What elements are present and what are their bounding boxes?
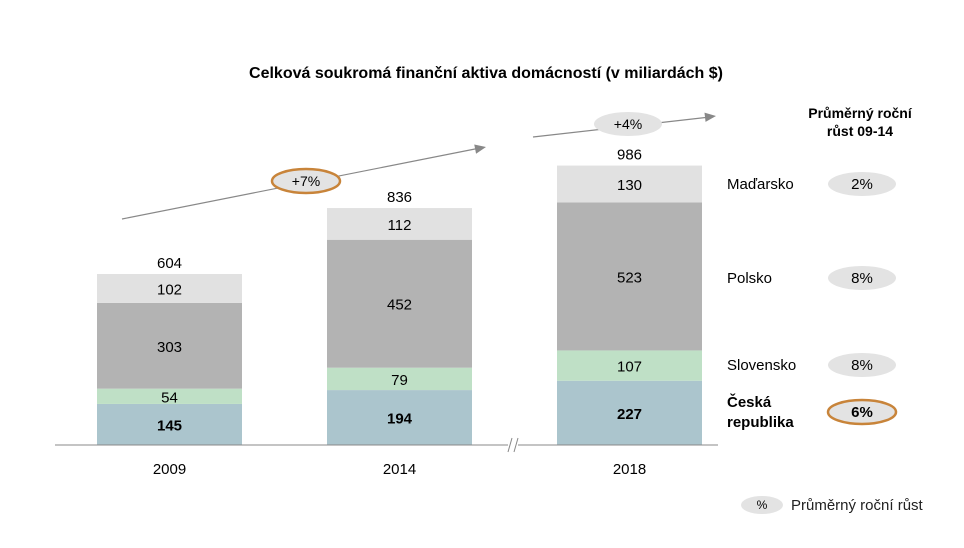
growth-label: +4% <box>614 116 642 132</box>
growth-rate-badge <box>828 353 896 377</box>
growth-rate-badge <box>828 172 896 196</box>
bar-segment <box>557 165 702 203</box>
growth-rate-value: 2% <box>851 176 873 193</box>
segment-label: 227 <box>617 406 642 423</box>
growth-rate-value: 6% <box>851 404 873 421</box>
total-label: 836 <box>387 189 412 206</box>
x-tick-label: 2018 <box>613 461 646 478</box>
bar-segment <box>327 239 472 368</box>
segment-label: 523 <box>617 269 642 286</box>
arrow-head-icon <box>474 144 486 154</box>
bar-segment <box>327 367 472 391</box>
growth-column-header-line2: růst 09-14 <box>827 123 893 139</box>
legend-symbol-text: % <box>757 498 768 512</box>
axis-break-icon <box>507 437 519 453</box>
legend-symbol <box>741 496 783 514</box>
arrow-head-icon <box>704 112 716 122</box>
bar-segment <box>557 380 702 445</box>
series-label: Polsko <box>727 270 772 287</box>
bar-segment <box>557 202 702 351</box>
bar-segment <box>557 350 702 381</box>
segment-label: 194 <box>387 411 413 428</box>
series-label-line2: republika <box>727 414 794 431</box>
segment-label: 303 <box>157 339 182 356</box>
series-label: Maďarsko <box>727 176 794 193</box>
legend: % Průměrný roční růst <box>741 496 924 514</box>
segment-label: 452 <box>387 297 412 314</box>
growth-rate-value: 8% <box>851 270 873 287</box>
legend-label: Průměrný roční růst <box>791 497 924 514</box>
growth-rate-value: 8% <box>851 357 873 374</box>
growth-column-header: Průměrný roční <box>808 105 913 121</box>
bar-segment <box>97 403 242 445</box>
bar-segment <box>97 388 242 404</box>
segment-label: 145 <box>157 417 182 434</box>
segment-label: 79 <box>391 372 408 389</box>
segment-label: 130 <box>617 177 642 194</box>
bar-segment <box>97 302 242 389</box>
x-tick-label: 2009 <box>153 461 186 478</box>
growth-badge <box>270 167 342 195</box>
series-label: Česká <box>727 393 772 411</box>
series-label: Slovensko <box>727 357 796 374</box>
bar-segment <box>327 390 472 445</box>
growth-label: +7% <box>292 173 320 189</box>
growth-badge <box>594 112 662 136</box>
chart-title: Celková soukromá finanční aktiva domácno… <box>249 65 723 82</box>
segment-label: 102 <box>157 281 182 298</box>
total-label: 986 <box>617 147 642 164</box>
growth-rate-badge <box>826 398 898 426</box>
bar-segment <box>327 208 472 240</box>
growth-rate-badge <box>828 266 896 290</box>
x-tick-label: 2014 <box>383 461 416 478</box>
segment-label: 54 <box>161 389 178 406</box>
segment-label: 112 <box>388 217 412 234</box>
total-label: 604 <box>157 255 182 272</box>
bar-segment <box>97 274 242 303</box>
segment-label: 107 <box>617 359 642 376</box>
